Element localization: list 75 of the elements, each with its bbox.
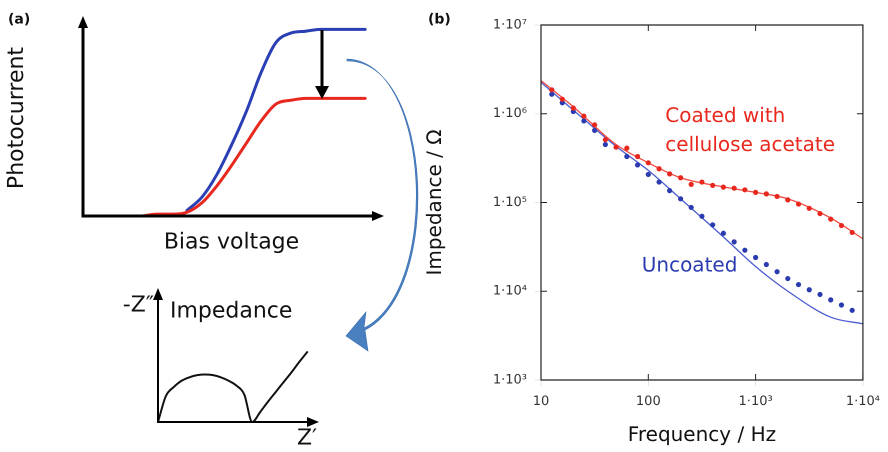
point bbox=[646, 172, 651, 178]
point bbox=[602, 142, 608, 148]
chart-title: Impedance bbox=[170, 298, 292, 324]
point bbox=[678, 175, 684, 180]
y-tick-label: 1·10⁶ bbox=[492, 106, 527, 122]
point bbox=[817, 292, 823, 298]
point bbox=[838, 302, 844, 308]
y-axis-title: Photocurrent bbox=[4, 46, 29, 190]
point bbox=[806, 287, 812, 292]
point bbox=[828, 216, 834, 222]
x-tick-label: 100 bbox=[636, 394, 661, 410]
x-axis-title: Z′ bbox=[296, 426, 318, 451]
point bbox=[764, 262, 769, 268]
point bbox=[806, 206, 812, 211]
point bbox=[720, 184, 726, 190]
y-tick-label: 1·10⁷ bbox=[492, 17, 527, 32]
point bbox=[570, 105, 576, 111]
series-label: Coated with cellulose acetate bbox=[665, 103, 836, 156]
point bbox=[838, 222, 844, 228]
point bbox=[634, 162, 640, 168]
y-axis-title: Impedance / Ω bbox=[422, 129, 446, 276]
point bbox=[774, 194, 780, 200]
point bbox=[742, 187, 748, 192]
point bbox=[688, 182, 694, 187]
point bbox=[828, 297, 834, 302]
point bbox=[678, 196, 684, 202]
y-tick-label: 1·10⁴ bbox=[492, 284, 527, 299]
point bbox=[850, 230, 855, 236]
point bbox=[710, 182, 716, 188]
point bbox=[624, 146, 630, 151]
point bbox=[592, 128, 598, 133]
x-axis-title: Bias voltage bbox=[164, 230, 300, 255]
point bbox=[785, 197, 790, 202]
point bbox=[656, 166, 662, 172]
point bbox=[850, 308, 855, 313]
y-axis-title: -Z″ bbox=[122, 292, 154, 318]
point bbox=[667, 171, 672, 177]
text: (a) bbox=[8, 12, 30, 28]
point bbox=[667, 188, 672, 194]
point bbox=[796, 282, 802, 288]
point bbox=[796, 201, 802, 207]
series-label: Uncoated bbox=[642, 252, 738, 277]
point bbox=[613, 144, 619, 150]
point bbox=[742, 248, 748, 253]
point bbox=[720, 230, 726, 236]
x-tick-label: 10 bbox=[532, 394, 550, 410]
point bbox=[592, 122, 598, 128]
point bbox=[753, 254, 758, 260]
point bbox=[699, 214, 705, 219]
x-tick-label: 1·10⁴ bbox=[846, 394, 880, 410]
y-tick-label: 1·10³ bbox=[492, 372, 527, 388]
point bbox=[581, 118, 586, 124]
point bbox=[634, 154, 640, 160]
point bbox=[549, 92, 554, 97]
point bbox=[732, 239, 737, 244]
point bbox=[817, 210, 823, 216]
point bbox=[764, 191, 769, 196]
point bbox=[710, 222, 716, 228]
point bbox=[774, 269, 780, 274]
point bbox=[560, 96, 565, 102]
point bbox=[581, 114, 586, 119]
point bbox=[549, 87, 554, 92]
point bbox=[785, 276, 790, 282]
point bbox=[656, 179, 662, 185]
x-axis-title: Frequency / Hz bbox=[628, 422, 776, 446]
point bbox=[699, 179, 705, 185]
point bbox=[753, 190, 758, 195]
point bbox=[646, 160, 651, 166]
point bbox=[602, 137, 608, 142]
text: (b) bbox=[428, 12, 451, 28]
y-tick-label: 1·10⁵ bbox=[492, 194, 527, 210]
x-tick-label: 1·10³ bbox=[738, 394, 773, 410]
point bbox=[688, 204, 694, 210]
point bbox=[624, 154, 630, 160]
point bbox=[732, 186, 737, 191]
